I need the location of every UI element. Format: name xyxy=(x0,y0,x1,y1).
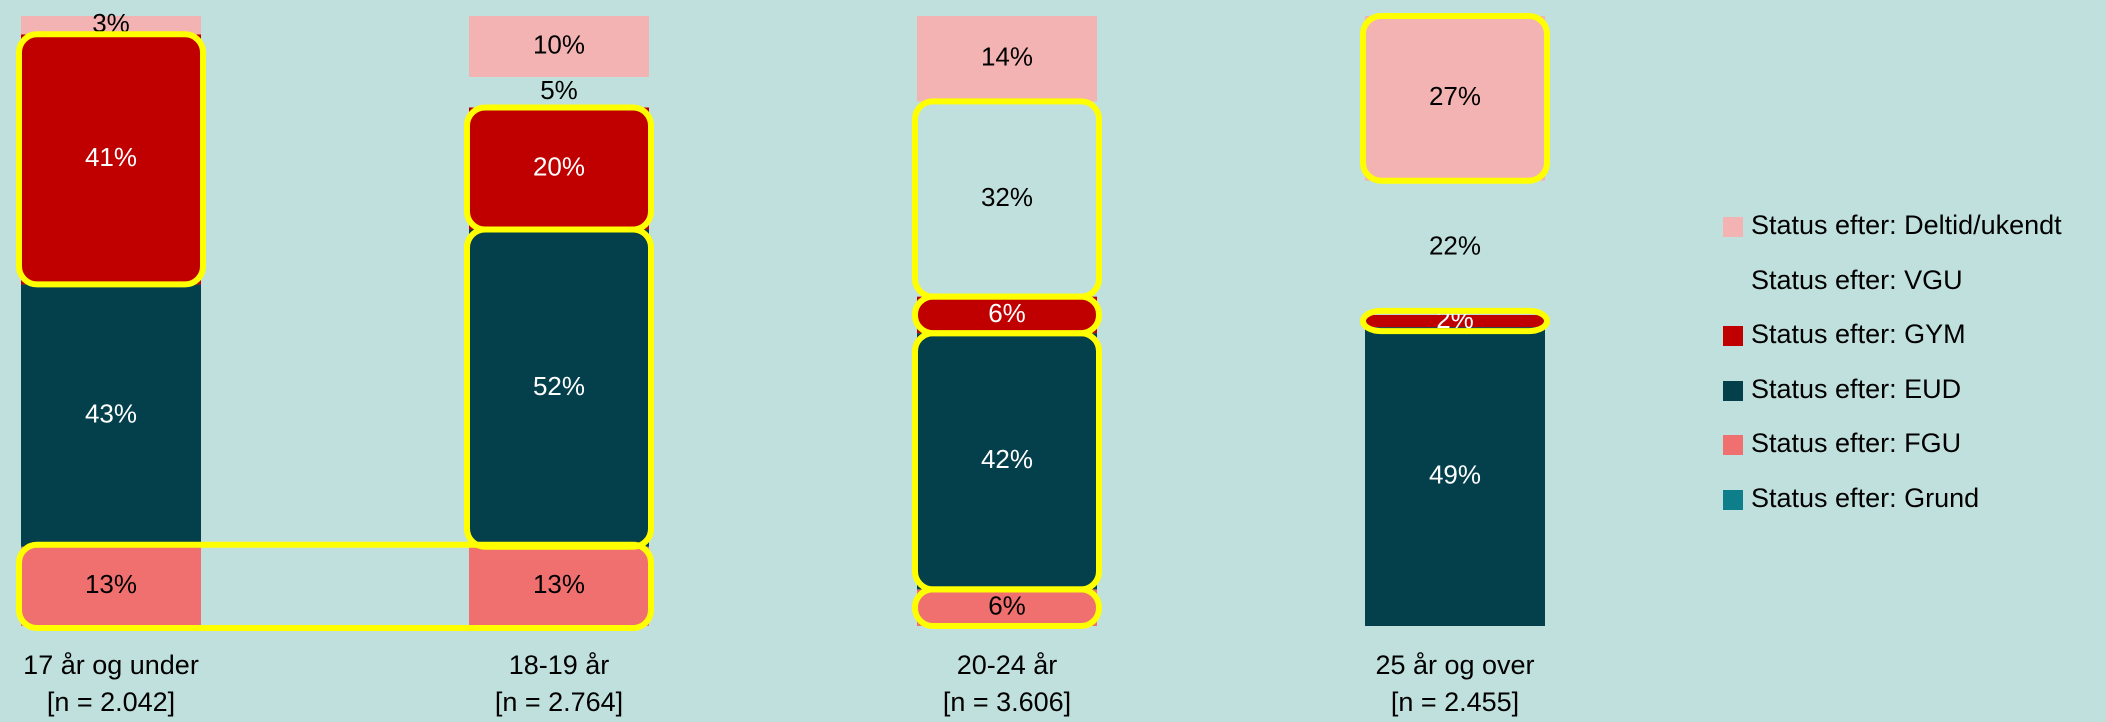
bar-segment xyxy=(917,296,1097,334)
bar-segment xyxy=(21,546,201,626)
value-label: 13% xyxy=(85,569,137,599)
bar-segment xyxy=(1365,16,1545,181)
value-label: 32% xyxy=(981,182,1033,212)
highlight xyxy=(16,541,654,632)
bar-segment xyxy=(21,34,201,285)
highlight xyxy=(1360,13,1550,184)
legend-label: Status efter: FGU xyxy=(1751,428,1961,458)
x-tick-sublabel: [n = 3.606] xyxy=(943,687,1071,717)
legend-swatch xyxy=(1723,435,1743,455)
legend-swatch xyxy=(1723,326,1743,346)
value-label: 13% xyxy=(533,569,585,599)
value-label: 5% xyxy=(540,75,578,105)
value-label: 20% xyxy=(533,151,585,181)
legend-swatch xyxy=(1723,272,1743,292)
x-tick-label: 25 år og over xyxy=(1375,650,1534,680)
value-label: 52% xyxy=(533,371,585,401)
highlight xyxy=(1360,307,1550,335)
value-label: 43% xyxy=(85,398,137,428)
legend-swatch xyxy=(1723,490,1743,510)
bar-segment xyxy=(917,101,1097,297)
bar-segment xyxy=(1365,180,1545,315)
value-label: 14% xyxy=(981,42,1033,72)
bar-segment xyxy=(21,16,201,35)
value-label: 49% xyxy=(1429,459,1481,489)
legend-swatch xyxy=(1723,381,1743,401)
x-tick-sublabel: [n = 2.455] xyxy=(1391,687,1519,717)
bar-segment xyxy=(469,107,649,230)
bar-segment xyxy=(1365,327,1545,626)
legend-label: Status efter: Deltid/ukendt xyxy=(1751,210,2062,240)
value-label: 6% xyxy=(988,298,1026,328)
value-label: 27% xyxy=(1429,81,1481,111)
x-tick-label: 20-24 år xyxy=(957,650,1058,680)
value-label: 6% xyxy=(988,591,1026,621)
x-tick-label: 17 år og under xyxy=(23,650,199,680)
x-tick-sublabel: [n = 2.042] xyxy=(47,687,175,717)
bar-segment xyxy=(1365,314,1545,328)
bar-segment xyxy=(917,589,1097,626)
value-label: 10% xyxy=(533,29,585,59)
legend-label: Status efter: EUD xyxy=(1751,374,1961,404)
bar-segment xyxy=(917,333,1097,590)
highlight xyxy=(16,31,206,288)
value-label: 41% xyxy=(85,142,137,172)
value-label: 42% xyxy=(981,444,1033,474)
bar-segment xyxy=(469,229,649,547)
bar-segment xyxy=(469,16,649,77)
legend-label: Status efter: GYM xyxy=(1751,319,1966,349)
legend-label: Status efter: VGU xyxy=(1751,265,1963,295)
value-label: 22% xyxy=(1429,231,1481,261)
x-tick-label: 18-19 år xyxy=(509,650,610,680)
bar-segment xyxy=(469,546,649,626)
legend-label: Status efter: Grund xyxy=(1751,483,1979,513)
bar-segment xyxy=(917,16,1097,102)
legend-swatch xyxy=(1723,217,1743,237)
bar-segment xyxy=(469,77,649,108)
highlight xyxy=(912,586,1102,630)
bar-segment xyxy=(21,284,201,547)
x-tick-sublabel: [n = 2.764] xyxy=(495,687,623,717)
